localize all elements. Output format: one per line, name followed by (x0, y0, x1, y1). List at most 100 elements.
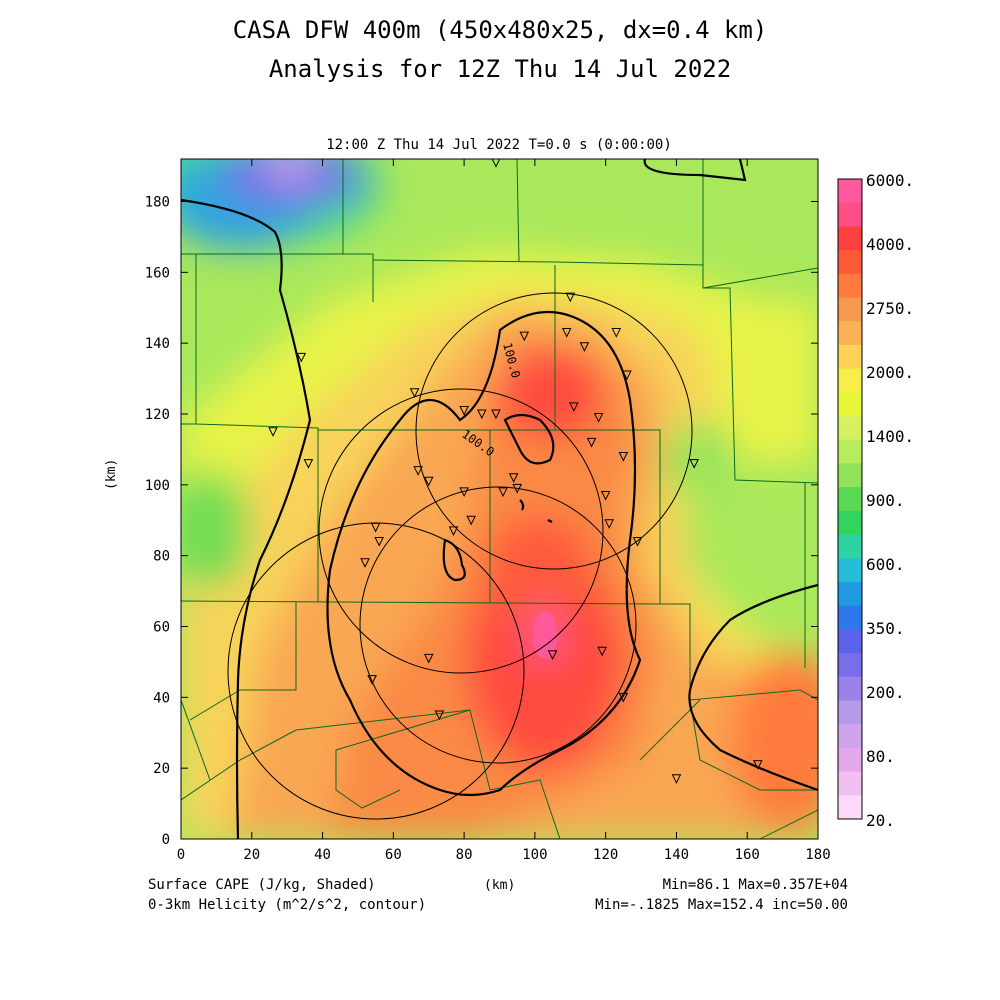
station-marker (296, 352, 307, 363)
x-tick-label: 140 (664, 847, 689, 863)
colorbar-swatch (838, 416, 862, 441)
colorbar-swatch (838, 487, 862, 512)
station-marker (689, 459, 699, 469)
station-marker (459, 405, 469, 416)
x-tick-label: 80 (456, 847, 473, 863)
station-marker (459, 487, 469, 498)
station-marker (561, 328, 572, 338)
station-marker (597, 646, 607, 657)
station-marker (604, 519, 615, 529)
x-tick-label: 20 (243, 847, 260, 863)
colorbar-swatch (838, 392, 862, 417)
station-marker (423, 476, 434, 487)
x-tick-label: 60 (385, 847, 402, 863)
station-marker (600, 490, 611, 501)
colorbar-swatch (838, 771, 862, 796)
station-marker (618, 692, 629, 703)
station-marker (632, 537, 643, 547)
station-marker (569, 402, 579, 413)
y-tick-label: 100 (145, 478, 170, 494)
station-marker (565, 292, 576, 303)
colorbar-labels: 6000. 4000. 2750. 2000. 1400. 900. 600. 350. 200… (866, 171, 914, 830)
colorbar-swatch (838, 368, 862, 393)
colorbar-swatch (838, 676, 862, 701)
y-tick-label: 140 (145, 336, 170, 352)
x-axis-units: (km) (484, 878, 516, 893)
station-marker (466, 515, 476, 526)
station-marker (370, 522, 381, 533)
x-tick-label: 0 (177, 847, 185, 863)
valid-time-label: 12:00 Z Thu 14 Jul 2022 T=0.0 s (0:00:00… (326, 137, 672, 153)
station-marker (491, 159, 501, 168)
y-tick-label: 80 (153, 549, 170, 565)
colorbar-label: 900. (866, 491, 905, 510)
colorbar-swatch (838, 534, 862, 559)
chart-subtitle-analysis-time: Analysis for 12Z Thu 14 Jul 2022 (268, 55, 732, 83)
helicity-contours (181, 159, 818, 839)
colorbar-swatch (838, 226, 862, 251)
colorbar (837, 178, 863, 820)
station-marker (498, 487, 508, 498)
colorbar-label: 20. (866, 811, 895, 830)
colorbar-label: 2750. (866, 299, 914, 318)
station-marker (448, 526, 459, 536)
colorbar-label: 4000. (866, 235, 914, 254)
colorbar-swatch (838, 653, 862, 678)
colorbar-swatch (838, 297, 862, 322)
station-marker (413, 466, 423, 476)
colorbar-swatch (838, 747, 862, 773)
contour-field-stats: Min=-.1825 Max=152.4 inc=50.00 (595, 897, 848, 913)
colorbar-swatch (838, 795, 862, 820)
colorbar-label: 2000. (866, 363, 914, 382)
colorbar-swatch (838, 273, 862, 299)
station-marker (618, 452, 629, 462)
colorbar-swatch (838, 605, 862, 630)
colorbar-label: 350. (866, 619, 905, 638)
station-marker (512, 483, 523, 494)
colorbar-swatch (838, 179, 862, 204)
station-marker (579, 342, 590, 352)
colorbar-label: 1400. (866, 427, 914, 446)
colorbar-label: 80. (866, 747, 895, 766)
x-tick-label: 40 (314, 847, 331, 863)
colorbar-label: 200. (866, 683, 905, 702)
station-marker (374, 537, 384, 547)
station-marker (753, 760, 763, 770)
contour-field-label: 0-3km Helicity (m^2/s^2, contour) (148, 897, 427, 913)
y-tick-label: 20 (153, 761, 170, 777)
x-tick-label: 120 (593, 847, 618, 863)
station-marker (360, 558, 370, 568)
y-tick-label: 0 (162, 832, 170, 848)
shaded-field-label: Surface CAPE (J/kg, Shaded) (148, 877, 376, 893)
y-tick-label: 120 (145, 407, 170, 423)
station-marker (586, 437, 597, 448)
station-marker (671, 774, 682, 784)
station-marker (593, 413, 604, 423)
y-tick-label: 160 (145, 265, 170, 281)
colorbar-swatch (838, 439, 862, 464)
x-tick-label: 160 (735, 847, 760, 863)
colorbar-swatch (838, 629, 862, 654)
x-tick-label: 180 (805, 847, 830, 863)
station-marker (303, 459, 314, 469)
x-axis: 0 20 40 60 80 100 120 140 160 180 (177, 159, 831, 863)
station-marker (508, 473, 519, 483)
station-marker (367, 675, 377, 685)
colorbar-swatch (838, 344, 862, 370)
colorbar-swatch (838, 581, 862, 607)
y-axis: 0 20 40 60 80 100 120 140 160 180 (145, 195, 818, 848)
station-marker (519, 331, 530, 342)
station-marker (622, 370, 632, 381)
station-marker (476, 409, 487, 420)
station-markers (268, 159, 763, 784)
colorbar-label: 6000. (866, 171, 914, 190)
colorbar-frame (837, 178, 863, 820)
shaded-field-stats: Min=86.1 Max=0.357E+04 (662, 877, 848, 893)
y-tick-label: 180 (145, 195, 170, 211)
station-marker (547, 650, 558, 660)
colorbar-swatch (838, 558, 862, 583)
station-marker (611, 328, 622, 338)
y-tick-label: 40 (153, 690, 170, 706)
station-marker (491, 409, 501, 420)
